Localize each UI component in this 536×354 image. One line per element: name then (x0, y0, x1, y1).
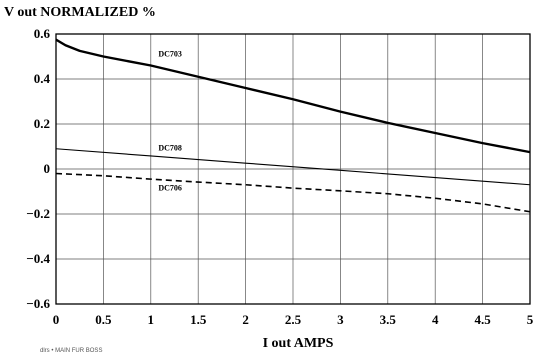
x-tick-label: 3.5 (380, 312, 397, 327)
y-tick-label: 0.4 (34, 71, 51, 86)
footnote: dlrs • MAIN FUR BOSS (40, 348, 102, 354)
series-line-dc706 (55, 172, 531, 213)
y-tick-label: 0.2 (34, 116, 50, 131)
y-tick-label: −0.4 (26, 251, 50, 266)
series-line-dc708 (55, 148, 531, 186)
series-label-dc708: DC708 (158, 144, 182, 153)
x-tick-labels: 0 0.5 1 1.5 2 2.5 3 3.5 4 4.5 5 (53, 312, 534, 327)
x-tick-label: 3 (337, 312, 344, 327)
x-tick-label: 0 (53, 312, 60, 327)
y-tick-label: 0 (44, 161, 51, 176)
series-label-dc706: DC706 (158, 183, 182, 192)
series-line-dc703 (55, 38, 531, 154)
x-tick-label: 4.5 (474, 312, 491, 327)
series-labels: DC703 DC708 DC706 (158, 50, 182, 193)
plot-frame (55, 33, 531, 305)
y-tick-label: −0.6 (26, 296, 50, 311)
series-label-dc703: DC703 (158, 50, 182, 59)
x-tick-label: 1 (148, 312, 155, 327)
y-axis-label: V out NORMALIZED % (4, 5, 156, 20)
series-lines (55, 38, 531, 213)
x-axis-label: I out AMPS (263, 336, 334, 351)
x-tick-label: 0.5 (95, 312, 112, 327)
y-tick-label: −0.2 (26, 206, 50, 221)
x-tick-label: 5 (527, 312, 534, 327)
x-tick-label: 1.5 (190, 312, 207, 327)
y-tick-labels: 0.6 0.4 0.2 0 −0.2 −0.4 −0.6 (26, 26, 50, 311)
x-tick-label: 2.5 (285, 312, 302, 327)
grid (55, 33, 531, 305)
x-tick-label: 4 (432, 312, 439, 327)
x-tick-label: 2 (242, 312, 249, 327)
y-tick-label: 0.6 (34, 26, 51, 41)
